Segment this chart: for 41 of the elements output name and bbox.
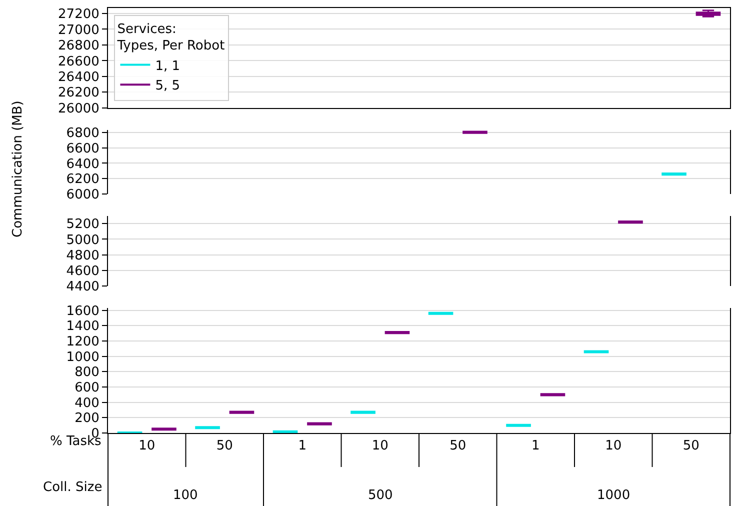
- x-tick-label: 50: [682, 438, 700, 454]
- text: 500: [368, 488, 393, 503]
- y-tick-label: 6600: [66, 141, 100, 156]
- y-tick-label: 6400: [66, 156, 100, 172]
- y-tick-label: 1600: [66, 304, 100, 319]
- y-tick-label: 4600: [66, 264, 100, 279]
- y-tick-label: 26000: [58, 101, 100, 116]
- text: 100: [173, 488, 198, 503]
- legend-label: 5, 5: [155, 78, 180, 94]
- y-tick-label: 1000: [66, 350, 100, 365]
- y-tick-label: 400: [74, 396, 100, 411]
- x-tick-label: 10: [138, 438, 156, 454]
- legend-title: Services: Types, Per Robot: [116, 22, 225, 54]
- y-tick-label: 26400: [58, 70, 100, 85]
- y-tick-label: 6200: [66, 172, 100, 188]
- y-tick-label: 600: [74, 380, 100, 396]
- text: Coll. Size: [43, 480, 102, 495]
- legend-label: 1, 1: [155, 58, 180, 74]
- x-tick-label: 1: [298, 438, 307, 454]
- y-tick-label: 5200: [66, 217, 100, 232]
- y-tick-label: 27200: [58, 7, 100, 22]
- y-tick-label: 26600: [58, 54, 100, 70]
- y-tick-label: 4400: [66, 280, 100, 295]
- x-tick-label: 10: [605, 438, 622, 454]
- y-tick-label: 1400: [66, 319, 100, 334]
- y-tick-label: 1200: [66, 334, 100, 350]
- y-tick-label: 800: [74, 365, 100, 380]
- y-tick-label: 6800: [66, 126, 100, 141]
- text: 1000: [597, 488, 630, 503]
- y-tick-label: 26800: [58, 38, 100, 54]
- x-tick-label: 50: [450, 438, 466, 454]
- y-tick-label: 5000: [66, 232, 100, 248]
- y-tick-label: 27000: [58, 22, 100, 38]
- x-tick-label: 10: [372, 438, 388, 454]
- y-axis-title: Communication (MB): [10, 100, 26, 238]
- y-tick-label: 26200: [58, 86, 100, 101]
- y-tick-label: 6000: [66, 188, 100, 203]
- x-tick-label: 1: [531, 438, 540, 454]
- y-tick-label: 200: [74, 411, 100, 426]
- x-tick-label: 50: [216, 438, 233, 454]
- y-tick-label: 4800: [66, 248, 100, 264]
